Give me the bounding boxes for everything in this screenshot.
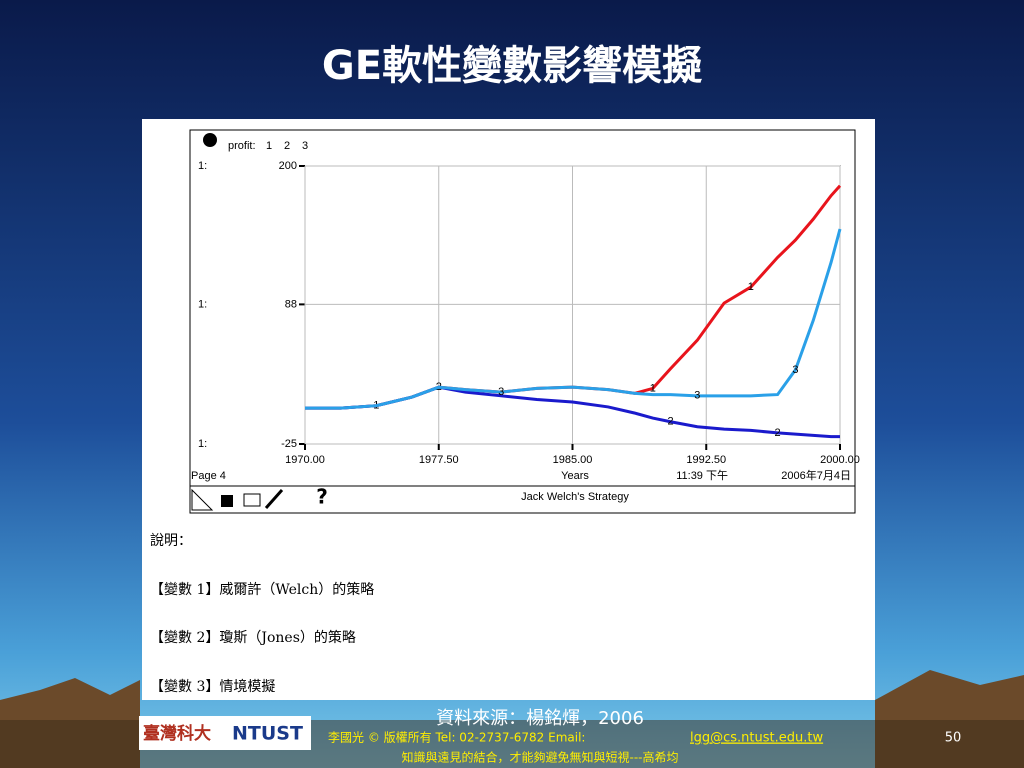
chart-title: Jack Welch's Strategy [521, 491, 629, 503]
series-marker: 1 [748, 281, 754, 293]
toolbar-icon[interactable] [191, 488, 214, 511]
series-marker: 2 [775, 427, 781, 439]
date: 2006年7月4日 [781, 468, 851, 482]
copyright: 李國光 © 版權所有 Tel: 02-2737-6782 Email: [328, 730, 585, 745]
x-tick-label: 1970.00 [285, 454, 325, 466]
email-link[interactable]: lgg@cs.ntust.edu.tw [690, 731, 823, 746]
series-marker: 3 [498, 386, 504, 398]
logo-left: 臺灣科大 [143, 723, 211, 744]
y-tick-label: 88 [285, 298, 297, 310]
motto: 知識與遠見的結合，才能夠避免無知與短視---高希均 [402, 750, 679, 765]
legend-entry: 2 [284, 140, 290, 152]
note-item: 【變數 2】瓊斯（Jones）的策略 [150, 629, 356, 646]
series-marker: 3 [792, 364, 798, 376]
scale-label: 1: [198, 298, 207, 310]
slide-title: GE軟性變數影響模擬 [322, 43, 702, 89]
logo-right: NTUST [232, 723, 303, 745]
panel [142, 119, 875, 700]
help-icon[interactable]: ? [316, 485, 328, 509]
scale-label: 1: [198, 160, 207, 172]
source: 資料來源：楊銘煇，2006 [436, 708, 644, 729]
legend-entry: 1 [266, 140, 272, 152]
time: 11:39 下午 [676, 469, 728, 482]
pin-icon [203, 133, 217, 147]
scale-label: 1: [198, 438, 207, 450]
page-number: 50 [945, 731, 962, 746]
plot: -25 1: 88 1: 200 1: 1970.00 1977.50 1985.00 1992.… [198, 140, 860, 466]
chart-frame [189, 129, 856, 514]
print-icon[interactable] [243, 493, 261, 507]
series-line [305, 228, 842, 410]
note-item: 【變數 3】情境模擬 [150, 679, 275, 695]
x-axis-label: Years [561, 470, 589, 482]
page-label: Page 4 [191, 470, 226, 482]
x-tick-label: 2000.00 [820, 454, 860, 466]
x-tick-label: 1977.50 [419, 454, 459, 466]
note-item: 【變數 1】威爾許（Welch）的策略 [150, 581, 374, 598]
legend-label: profit: [228, 140, 256, 152]
wand-icon[interactable] [264, 489, 284, 509]
y-tick-label: 200 [279, 160, 297, 172]
y-tick-label: -25 [281, 438, 297, 450]
logo [139, 716, 311, 750]
lock-icon[interactable] [221, 495, 233, 507]
legend-entry: 3 [302, 140, 308, 152]
series-marker: 1 [650, 382, 656, 394]
series-marker: 2 [668, 416, 674, 428]
x-tick-label: 1992.50 [686, 454, 726, 466]
x-tick-label: 1985.00 [553, 454, 593, 466]
notes-heading: 說明： [150, 532, 192, 549]
series-marker: 3 [694, 390, 700, 402]
